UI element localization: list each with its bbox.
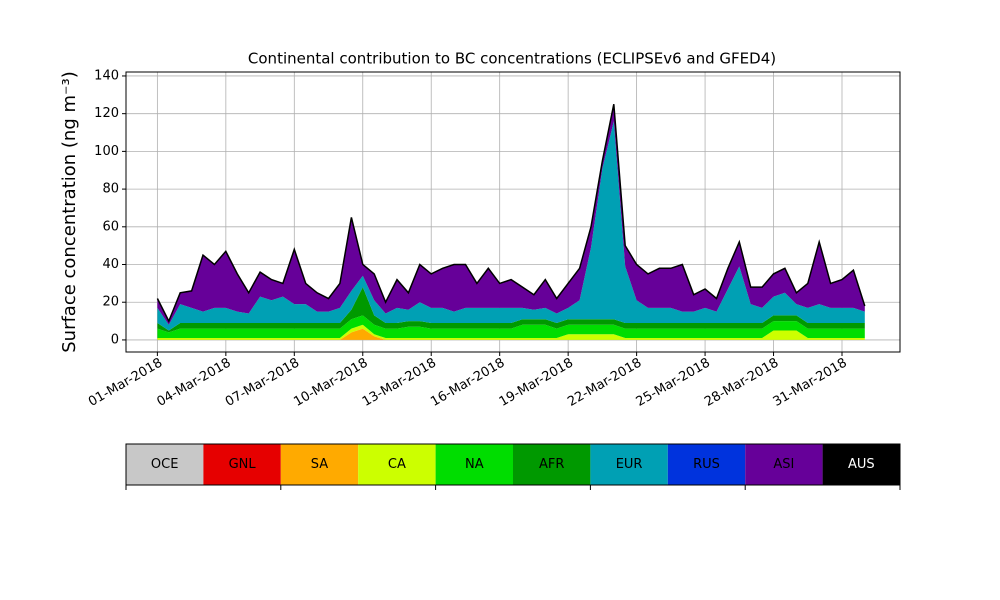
y-tick-label: 60 [102, 219, 119, 234]
area [157, 287, 865, 333]
legend-label: AFR [539, 457, 564, 472]
y-tick-label: 100 [94, 144, 119, 159]
y-tick-label: 80 [102, 182, 119, 197]
area [157, 324, 865, 340]
legend-swatch [590, 444, 668, 485]
legend-label: NA [465, 457, 484, 472]
legend-label: AUS [848, 457, 875, 472]
area [157, 121, 865, 331]
legend-frame [125, 443, 901, 486]
legend-label: OCE [151, 457, 179, 472]
legend-label: SA [311, 457, 328, 472]
chart-title: Continental contribution to BC concentra… [248, 50, 776, 68]
legend-swatch [513, 444, 591, 485]
legend-label: RUS [693, 457, 720, 472]
legend-swatch [203, 444, 281, 485]
plot-frame [125, 71, 901, 353]
area [157, 104, 865, 325]
legend-label: ASI [773, 457, 794, 472]
legend-swatch [126, 444, 204, 485]
area [157, 315, 865, 338]
y-tick-label: 20 [102, 295, 119, 310]
legend-swatch [435, 444, 513, 485]
y-axis-label: Surface concentration (ng m⁻³) [59, 71, 80, 353]
legend-swatch [822, 444, 900, 485]
legend-label: CA [388, 457, 406, 472]
y-tick-label: 0 [111, 332, 119, 347]
outline [156, 104, 866, 323]
y-tick-label: 140 [94, 68, 119, 83]
legend-label: GNL [229, 457, 257, 472]
legend-label: EUR [616, 457, 643, 472]
legend-swatch [358, 444, 436, 485]
y-tick-label: 40 [102, 257, 119, 272]
y-tick-label: 120 [94, 106, 119, 121]
legend-swatch [745, 444, 823, 485]
legend-swatch [667, 444, 746, 485]
legend-swatch [280, 444, 359, 485]
